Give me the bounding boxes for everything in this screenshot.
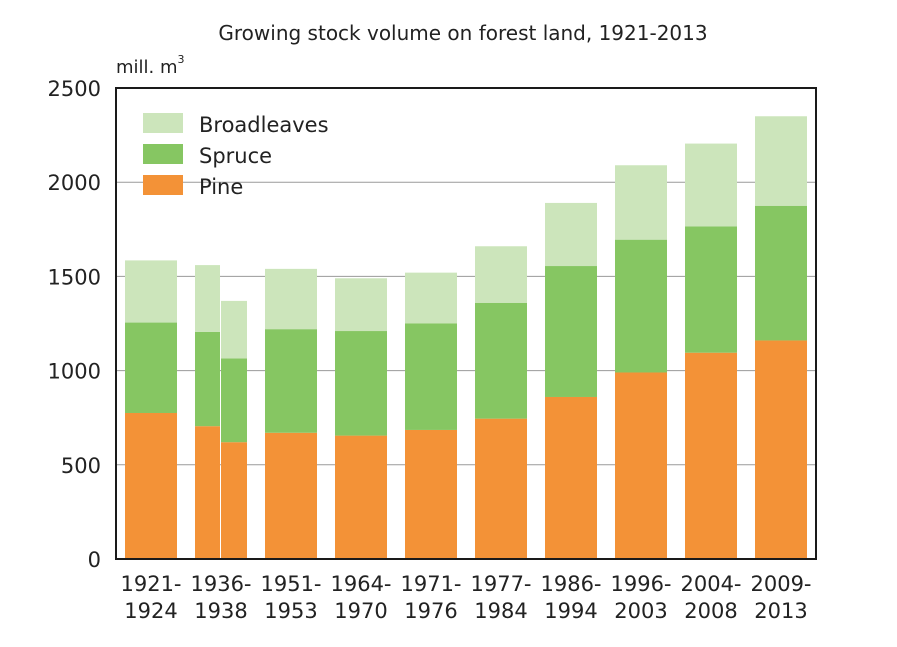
x-tick-label: 2008 (684, 599, 737, 623)
bar-segment-pine (615, 372, 667, 559)
legend-label-spruce: Spruce (199, 144, 272, 168)
bar-segment-broadleaves (125, 260, 177, 323)
chart-title: Growing stock volume on forest land, 192… (218, 21, 707, 45)
y-tick-label: 2500 (48, 77, 101, 101)
bar-segment-spruce (475, 302, 527, 419)
bar-segment-broadleaves (545, 202, 597, 267)
bar-segment-spruce (335, 331, 387, 436)
x-tick-label: 1936- (190, 572, 251, 596)
legend: Broadleaves Spruce Pine (143, 113, 329, 199)
bar-segment-broadleaves (265, 268, 317, 330)
bar-segment-broadleaves (335, 278, 387, 332)
x-tick-label: 1921- (120, 572, 181, 596)
y-tick-label: 1000 (48, 360, 101, 384)
x-tick-label: 2009- (750, 572, 811, 596)
x-tick-label: 1951- (260, 572, 321, 596)
x-tick-label: 1976 (404, 599, 457, 623)
bar-segment-pine (545, 396, 597, 559)
legend-swatch-spruce (143, 144, 183, 164)
x-tick-label: 1938 (194, 599, 247, 623)
y-tick-label: 1500 (48, 265, 101, 289)
bar-segment-spruce (685, 226, 737, 353)
bar-segment-broadleaves (615, 165, 667, 240)
x-tick-label: 1977- (470, 572, 531, 596)
x-tick-label: 2003 (614, 599, 667, 623)
bars (125, 116, 807, 559)
bar-segment-spruce (125, 322, 177, 413)
bar-segment-spruce (405, 323, 457, 430)
bar-segment-spruce (221, 358, 247, 443)
bar-segment-spruce (615, 239, 667, 373)
plot-frame (115, 87, 817, 560)
x-tick-label: 1970 (334, 599, 387, 623)
bar-segment-pine (265, 432, 317, 559)
y-axis-unit: mill. m3 (116, 53, 185, 78)
x-tick-label: 1994 (544, 599, 597, 623)
legend-swatch-pine (143, 175, 183, 195)
x-tick-label: 2004- (680, 572, 741, 596)
x-tick-label: 1984 (474, 599, 527, 623)
legend-label-broadleaves: Broadleaves (199, 113, 329, 137)
bar-segment-pine (755, 340, 807, 559)
y-tick-label: 500 (61, 454, 101, 478)
bar-segment-pine (335, 435, 387, 559)
bar-segment-pine (221, 442, 247, 559)
bar-segment-pine (125, 412, 177, 559)
bar-segment-broadleaves (755, 116, 807, 206)
x-tick-label: 1924 (124, 599, 177, 623)
x-axis-ticks: 1921- 1924 1936- 1938 1951- 1953 1964- 1970 1971… (120, 572, 811, 623)
x-tick-label: 1953 (264, 599, 317, 623)
bar-segment-spruce (195, 331, 220, 427)
y-axis-label: mill. m (116, 57, 178, 78)
bar-segment-pine (475, 418, 527, 559)
bar-segment-broadleaves (685, 143, 737, 227)
bar-segment-spruce (545, 266, 597, 397)
bar-segment-pine (405, 429, 457, 559)
x-tick-label: 1996- (610, 572, 671, 596)
bar-segment-pine (685, 352, 737, 559)
y-axis-ticks: 0 500 1000 1500 2000 2500 (48, 77, 101, 572)
legend-swatch-broadleaves (143, 113, 183, 133)
bar-segment-pine (195, 426, 220, 559)
bar-segment-broadleaves (405, 272, 457, 324)
x-tick-label: 2013 (754, 599, 807, 623)
y-tick-label: 0 (88, 548, 101, 572)
legend-label-pine: Pine (199, 175, 243, 199)
bar-segment-spruce (265, 329, 317, 433)
x-tick-label: 1971- (400, 572, 461, 596)
bar-segment-broadleaves (195, 265, 220, 332)
y-axis-label-superscript: 3 (178, 53, 185, 66)
x-tick-label: 1964- (330, 572, 391, 596)
bar-segment-broadleaves (475, 246, 527, 303)
bar-segment-broadleaves (221, 300, 247, 359)
y-tick-label: 2000 (48, 171, 101, 195)
x-tick-label: 1986- (540, 572, 601, 596)
bar-segment-spruce (755, 205, 807, 341)
